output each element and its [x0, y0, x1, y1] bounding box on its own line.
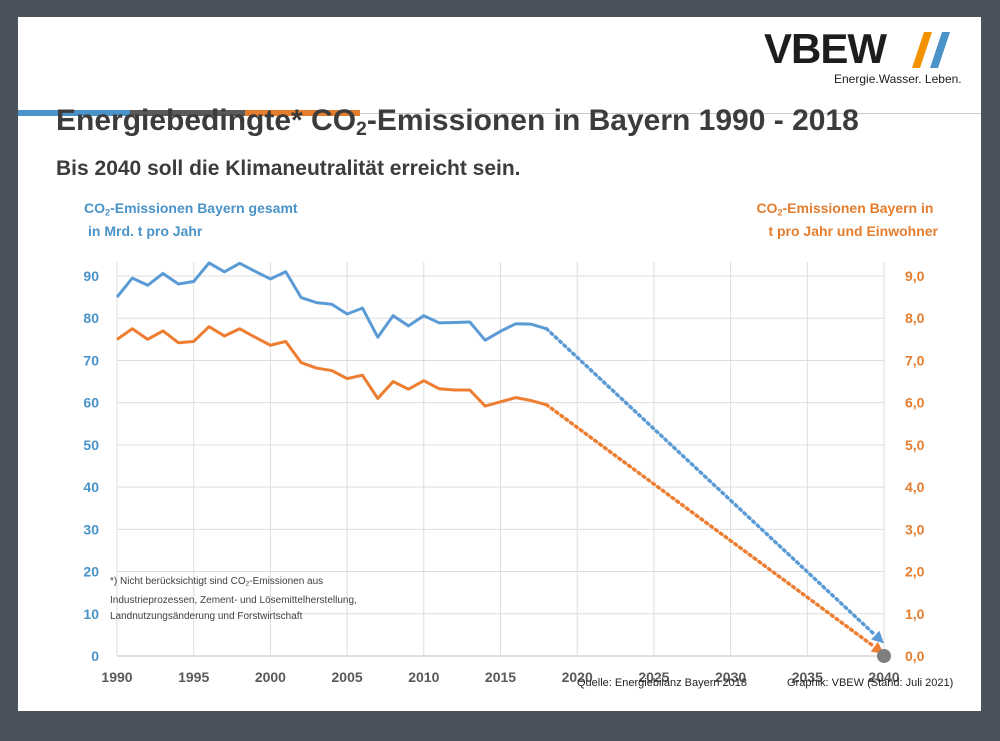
- y-left-tick-label: 90: [83, 268, 99, 284]
- logo-slash-icon: [912, 32, 950, 68]
- y-left-tick-label: 30: [83, 521, 99, 537]
- header-divider: [360, 113, 981, 114]
- y-right-tick-label: 6,0: [905, 395, 925, 411]
- tick-labels: 01020304050607080900,01,02,03,04,05,06,0…: [83, 268, 924, 685]
- y-right-tick-label: 7,0: [905, 352, 925, 368]
- y-left-tick-label: 20: [83, 564, 99, 580]
- x-tick-label: 2010: [408, 669, 439, 685]
- page-title: Energiebedingte* CO2-Emissionen in Bayer…: [56, 104, 859, 140]
- x-tick-label: 2005: [332, 669, 363, 685]
- footnote: *) Nicht berücksichtigt sind CO2-Emissio…: [110, 576, 357, 622]
- series-line-right: [116, 325, 547, 408]
- y-left-tick-label: 80: [83, 310, 99, 326]
- credit-note: Graphik: VBEW (Stand: Juli 2021): [787, 677, 954, 689]
- series-line-left: [115, 261, 547, 342]
- grid-lines: [116, 262, 885, 657]
- y-right-tick-label: 0,0: [905, 648, 925, 664]
- y-left-tick-label: 70: [83, 352, 99, 368]
- y-left-tick-label: 60: [83, 395, 99, 411]
- logo-tagline: Energie.Wasser. Leben.: [834, 72, 962, 86]
- projection-arrowhead-left: [871, 630, 884, 644]
- logo-text: VBEW: [764, 25, 887, 72]
- y-right-tick-label: 5,0: [905, 437, 925, 453]
- page-subtitle: Bis 2040 soll die Klimaneutralität errei…: [56, 157, 521, 180]
- x-tick-label: 2030: [715, 669, 746, 685]
- x-tick-label: 1990: [101, 669, 132, 685]
- slide: [18, 17, 981, 711]
- x-tick-label: 2025: [638, 669, 669, 685]
- y-left-tick-label: 40: [83, 479, 99, 495]
- y-right-tick-label: 4,0: [905, 479, 925, 495]
- left-axis-title: CO2-Emissionen Bayern gesamt in Mrd. t p…: [84, 200, 298, 240]
- x-tick-label: 2020: [562, 669, 593, 685]
- y-left-tick-label: 10: [83, 606, 99, 622]
- y-right-tick-label: 9,0: [905, 268, 925, 284]
- endpoint-marker: [877, 649, 891, 663]
- y-right-tick-label: 1,0: [905, 606, 925, 622]
- accent-bar-gray: [130, 110, 245, 116]
- accent-bar-orange: [245, 110, 360, 116]
- x-tick-label: 2015: [485, 669, 516, 685]
- x-tick-label: 2040: [868, 669, 899, 685]
- projection-line-right: [544, 403, 877, 649]
- x-tick-label: 2000: [255, 669, 286, 685]
- y-right-tick-label: 2,0: [905, 564, 925, 580]
- y-right-tick-label: 8,0: [905, 310, 925, 326]
- vbew-logo: VBEW Energie.Wasser. Leben.: [764, 25, 962, 98]
- y-left-tick-label: 0: [91, 648, 99, 664]
- right-axis-title: CO2-Emissionen Bayern in t pro Jahr und …: [756, 200, 938, 240]
- projection-line-left: [544, 327, 877, 637]
- x-tick-label: 2035: [792, 669, 823, 685]
- x-tick-label: 1995: [178, 669, 209, 685]
- y-left-tick-label: 50: [83, 437, 99, 453]
- y-right-tick-label: 3,0: [905, 521, 925, 537]
- accent-bar-blue: [18, 110, 130, 116]
- series-lines: [115, 261, 891, 663]
- source-note: Quelle: Energiebilanz Bayern 2018: [577, 677, 748, 689]
